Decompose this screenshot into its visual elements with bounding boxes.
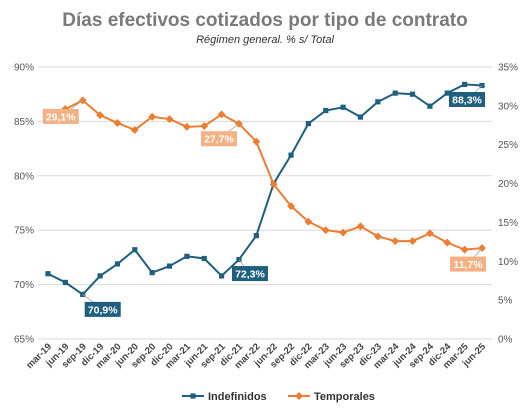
right-axis-tick-label: 30% xyxy=(498,101,518,112)
temporales-point xyxy=(96,111,105,120)
temporales-line xyxy=(47,99,483,251)
temporales-point xyxy=(339,228,348,237)
series-group xyxy=(44,81,486,297)
callout-label: 27,7% xyxy=(204,134,234,146)
callouts: 29,1% 27,7% 11,7% 70,9% 72,3% 88,3% xyxy=(42,85,486,317)
left-axis-tick-label: 80% xyxy=(14,171,34,182)
left-axis-tick-label: 75% xyxy=(14,226,34,237)
temporales-point xyxy=(252,137,261,146)
left-axis-tick-label: 65% xyxy=(14,335,34,346)
temporales-point xyxy=(408,237,417,246)
indefinidos-point xyxy=(392,90,398,96)
callout-label: 72,3% xyxy=(235,269,265,281)
temporales-point xyxy=(321,226,330,235)
callout-label: 88,3% xyxy=(452,94,482,106)
callout-box xyxy=(200,131,237,147)
right-axis-ticks: 0% 5% 10% 15% 20% 25% 30% 35% xyxy=(498,63,518,346)
legend: Indefinidos Temporales xyxy=(182,391,375,403)
legend-label: Indefinidos xyxy=(208,391,267,403)
indefinidos-point xyxy=(427,103,433,109)
right-axis-tick-label: 5% xyxy=(498,296,513,307)
callout-box xyxy=(84,301,121,317)
indefinidos-point xyxy=(253,233,259,239)
x-axis-ticks: mar-19jun-19sep-19dic-19mar-20jun-20sep-… xyxy=(24,341,488,371)
indefinidos-point xyxy=(45,271,51,277)
indefinidos-point xyxy=(132,247,138,253)
callout-box xyxy=(42,108,79,124)
indefinidos-point xyxy=(375,99,381,105)
indefinidos-point xyxy=(340,104,346,110)
temporales-point xyxy=(304,217,313,226)
indefinidos-point xyxy=(462,81,468,88)
temporales-point xyxy=(460,245,469,254)
temporales-point xyxy=(113,118,122,127)
legend-label: Temporales xyxy=(314,391,375,403)
callout-box xyxy=(231,266,268,282)
right-axis-tick-label: 25% xyxy=(498,140,518,151)
temporales-point xyxy=(373,232,382,241)
indefinidos-point xyxy=(62,279,68,286)
indefinidos-point xyxy=(97,273,103,279)
callout-label: 70,9% xyxy=(88,304,118,316)
indefinidos-point xyxy=(201,255,207,262)
indefinidos-point xyxy=(409,91,416,97)
indefinidos-point xyxy=(288,152,294,158)
right-axis-tick-label: 0% xyxy=(498,335,513,346)
callout-label: 11,7% xyxy=(453,259,483,271)
left-axis-tick-label: 70% xyxy=(14,280,34,291)
left-axis-tick-label: 85% xyxy=(14,117,34,128)
temporales-point xyxy=(78,96,87,105)
gridlines xyxy=(38,66,492,340)
temporales-point xyxy=(269,180,278,189)
right-axis-tick-label: 20% xyxy=(498,179,518,190)
callout-label: 29,1% xyxy=(46,111,76,123)
callout-box xyxy=(449,91,485,107)
indefinidos-line xyxy=(47,83,483,296)
left-axis-ticks: 65% 70% 75% 80% 85% 90% xyxy=(14,63,34,346)
indefinidos-point xyxy=(184,253,190,259)
right-axis-tick-label: 35% xyxy=(498,63,518,74)
temporales-point xyxy=(425,229,434,238)
temporales-point xyxy=(391,237,400,246)
indefinidos-point xyxy=(149,270,155,276)
chart-subtitle: Régimen general. % s/ Total xyxy=(196,34,334,46)
callout-box xyxy=(450,256,486,272)
right-axis-tick-label: 15% xyxy=(498,218,518,229)
indefinidos-point xyxy=(323,107,329,114)
temporales-point xyxy=(356,222,365,231)
indefinidos-point xyxy=(444,90,450,96)
indefinidos-point xyxy=(305,120,311,127)
right-axis-tick-label: 10% xyxy=(498,257,518,268)
temporales-point xyxy=(443,238,452,247)
temporales-point xyxy=(182,122,191,131)
left-axis-tick-label: 90% xyxy=(14,63,34,74)
chart-title: Días efectivos cotizados por tipo de con… xyxy=(62,10,467,31)
indefinidos-point xyxy=(114,261,121,267)
legend-swatch-marker xyxy=(190,393,196,399)
indefinidos-point xyxy=(166,263,173,269)
legend-swatch-marker xyxy=(295,392,303,400)
indefinidos-point xyxy=(219,273,225,279)
indefinidos-point xyxy=(357,114,364,120)
